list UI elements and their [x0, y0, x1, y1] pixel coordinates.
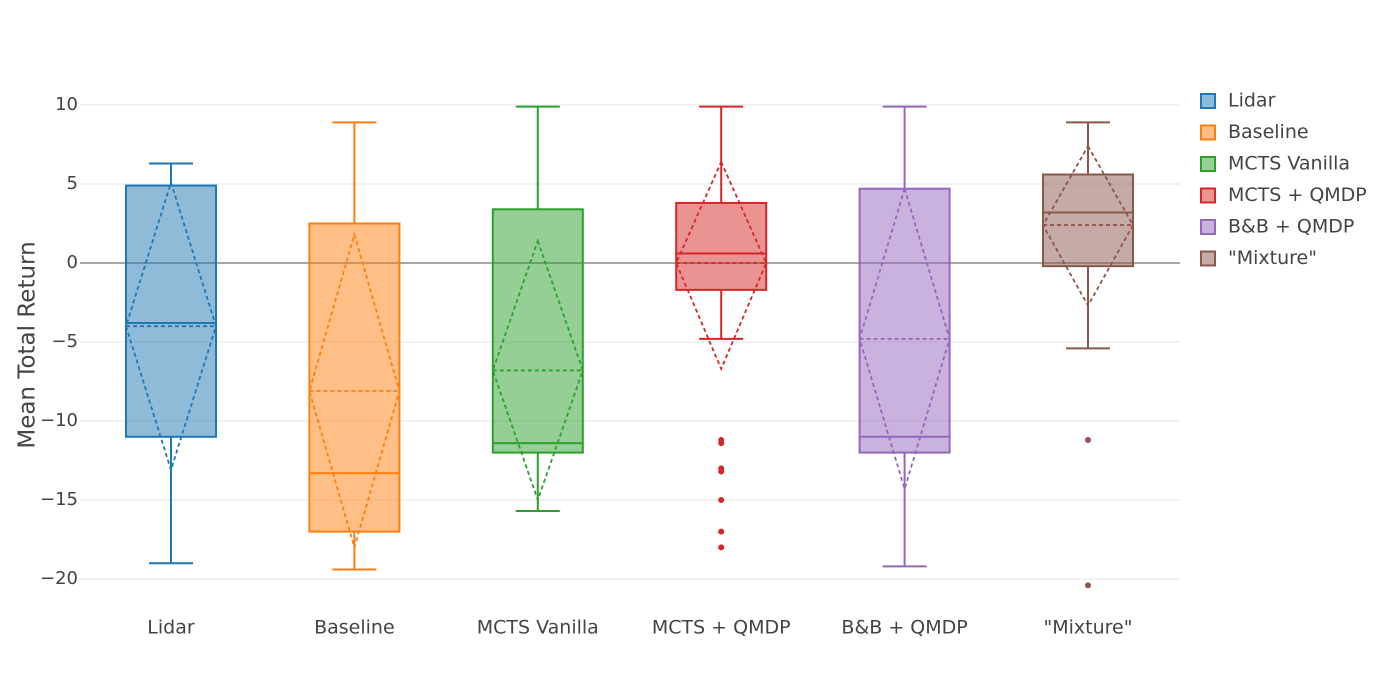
box-trace	[308, 121, 401, 571]
sd-diamond	[491, 238, 584, 503]
y-tick-label: −10	[40, 410, 78, 431]
box-trace	[1041, 121, 1135, 589]
legend[interactable]: Lidar Baseline MCTS Vanilla MCTS + QMDP B&B …	[1200, 90, 1367, 270]
x-axis: Lidar Baseline MCTS Vanilla MCTS + QMDP B&B …	[147, 617, 1132, 639]
x-tick-label: MCTS + QMDP	[652, 617, 791, 639]
outlier-point	[718, 544, 725, 551]
legend-item[interactable]: Lidar	[1200, 90, 1276, 112]
legend-swatch	[1200, 124, 1216, 141]
box-iqr	[125, 184, 217, 438]
box-traces	[125, 105, 1135, 589]
y-tick-label: −20	[40, 568, 78, 589]
legend-item[interactable]: "Mixture"	[1200, 247, 1317, 269]
legend-label: "Mixture"	[1228, 247, 1317, 269]
x-tick-label: B&B + QMDP	[841, 617, 967, 639]
legend-swatch	[1200, 187, 1216, 204]
legend-item[interactable]: MCTS + QMDP	[1200, 184, 1367, 206]
legend-item[interactable]: B&B + QMDP	[1200, 216, 1354, 238]
legend-item[interactable]: Baseline	[1200, 121, 1309, 143]
y-tick-label: 0	[67, 252, 78, 273]
legend-swatch	[1200, 219, 1216, 235]
box-iqr	[675, 201, 768, 291]
legend-swatch	[1200, 250, 1216, 267]
y-tick-label: 5	[67, 173, 78, 194]
box-iqr	[1042, 173, 1134, 268]
y-axis-title: Mean Total Return	[15, 241, 41, 448]
legend-label: MCTS Vanilla	[1228, 153, 1350, 175]
y-tick-label: −15	[40, 489, 78, 510]
legend-item[interactable]: MCTS Vanilla	[1200, 153, 1350, 175]
y-tick-label: 10	[55, 94, 78, 115]
outlier-point	[718, 497, 725, 503]
x-tick-label: Baseline	[314, 617, 395, 639]
sd-diamond	[1041, 144, 1135, 308]
sd-diamond	[125, 179, 217, 473]
outlier-point	[1085, 436, 1091, 443]
grid-lines	[80, 104, 1180, 580]
legend-swatch	[1200, 156, 1216, 172]
outlier-point	[718, 528, 725, 535]
box-trace	[858, 105, 951, 568]
legend-label: Lidar	[1228, 90, 1276, 112]
box-iqr	[858, 187, 951, 454]
outlier-point	[718, 440, 725, 447]
legend-label: B&B + QMDP	[1228, 216, 1354, 238]
x-tick-label: "Mixture"	[1044, 617, 1133, 639]
y-tick-label: −5	[51, 331, 78, 352]
y-axis: 10 5 0 −5 −10 −15 −20	[40, 94, 78, 589]
legend-label: Baseline	[1228, 121, 1309, 143]
box-trace	[675, 105, 768, 551]
outlier-point	[718, 468, 725, 475]
x-tick-label: MCTS Vanilla	[477, 617, 599, 639]
box-iqr	[491, 208, 584, 454]
sd-diamond	[675, 159, 768, 372]
legend-label: MCTS + QMDP	[1228, 184, 1367, 206]
outlier-point	[1085, 582, 1091, 589]
x-tick-label: Lidar	[147, 617, 195, 639]
box-trace	[491, 105, 584, 513]
sd-diamond	[308, 231, 401, 551]
box-trace	[125, 162, 217, 565]
box-iqr	[308, 222, 401, 533]
legend-swatch	[1200, 93, 1216, 109]
